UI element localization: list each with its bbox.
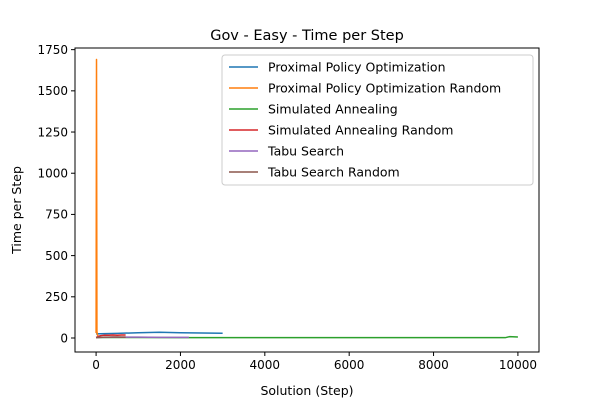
series-line-5: [96, 336, 126, 339]
legend-label: Proximal Policy Optimization Random: [268, 81, 501, 96]
y-tick-label: 1250: [37, 125, 68, 139]
series-line-1: [95, 58, 101, 338]
x-axis-ticks: 0 2000 4000 6000 8000 10000: [92, 352, 537, 372]
x-tick-label: 4000: [250, 358, 281, 372]
series-line-3: [95, 334, 126, 339]
legend-label: Tabu Search Random: [267, 165, 400, 180]
legend-box: [221, 54, 534, 186]
chart-title: Gov - Easy - Time per Step: [210, 28, 404, 44]
series-line-0: [96, 331, 223, 335]
x-tick-label: 10000: [499, 358, 537, 372]
y-tick-label: 250: [45, 290, 68, 304]
y-tick-label: 0: [60, 331, 68, 345]
y-tick-label: 1000: [37, 167, 68, 181]
x-tick-label: 8000: [418, 358, 449, 372]
series-layer: [95, 58, 518, 339]
plot-frame: [74, 47, 540, 353]
y-axis-label: Time per Step: [9, 166, 24, 255]
y-axis-ticks: 0 250 500 750 1000 1250 1500 1750: [37, 43, 75, 345]
legend-label: Proximal Policy Optimization: [268, 60, 446, 75]
x-axis-label: Solution (Step): [260, 383, 353, 398]
x-tick-label: 2000: [165, 358, 196, 372]
y-tick-label: 500: [45, 249, 68, 263]
legend-label: Simulated Annealing Random: [268, 123, 453, 138]
legend-label: Tabu Search: [267, 144, 344, 159]
x-tick-label: 0: [92, 358, 100, 372]
x-tick-label: 6000: [334, 358, 365, 372]
legend-label: Simulated Annealing: [268, 102, 398, 117]
y-tick-label: 1750: [37, 43, 68, 57]
y-tick-label: 750: [45, 208, 68, 222]
y-tick-label: 1500: [37, 84, 68, 98]
legend: Proximal Policy Optimization Proximal Pol…: [221, 54, 534, 186]
